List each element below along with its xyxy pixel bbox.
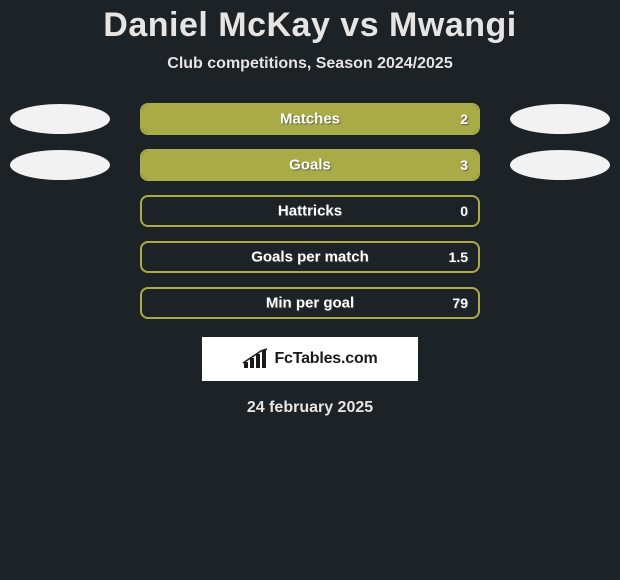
right-spacer bbox=[510, 196, 610, 226]
stat-bar: Matches 2 bbox=[140, 103, 480, 135]
stat-bar-label: Min per goal bbox=[266, 295, 354, 312]
bar-chart-icon bbox=[242, 348, 268, 370]
stat-row: Goals per match 1.5 bbox=[0, 241, 620, 273]
stat-bar: Goals 3 bbox=[140, 149, 480, 181]
stat-bar-value: 2 bbox=[460, 111, 468, 127]
comparison-infographic: Daniel McKay vs Mwangi Club competitions… bbox=[0, 0, 620, 417]
stat-rows: Matches 2 Goals 3 Hattricks 0 Goals per match 1… bbox=[0, 103, 620, 319]
brand-text: FcTables.com bbox=[274, 350, 377, 368]
stat-bar: Hattricks 0 bbox=[140, 195, 480, 227]
stat-bar: Goals per match 1.5 bbox=[140, 241, 480, 273]
stat-row: Hattricks 0 bbox=[0, 195, 620, 227]
stat-bar-label: Matches bbox=[280, 111, 340, 128]
right-spacer bbox=[510, 242, 610, 272]
stat-bar-value: 1.5 bbox=[449, 249, 468, 265]
left-spacer bbox=[10, 242, 110, 272]
page-title: Daniel McKay vs Mwangi bbox=[0, 6, 620, 45]
subtitle: Club competitions, Season 2024/2025 bbox=[0, 55, 620, 73]
left-ellipse bbox=[10, 104, 110, 134]
right-spacer bbox=[510, 288, 610, 318]
stat-bar-label: Goals per match bbox=[251, 249, 369, 266]
stat-row: Goals 3 bbox=[0, 149, 620, 181]
brand-badge: FcTables.com bbox=[202, 337, 418, 381]
left-spacer bbox=[10, 196, 110, 226]
stat-row: Matches 2 bbox=[0, 103, 620, 135]
stat-bar-value: 3 bbox=[460, 157, 468, 173]
stat-bar-value: 0 bbox=[460, 203, 468, 219]
stat-bar-label: Hattricks bbox=[278, 203, 342, 220]
stat-row: Min per goal 79 bbox=[0, 287, 620, 319]
left-spacer bbox=[10, 288, 110, 318]
stat-bar: Min per goal 79 bbox=[140, 287, 480, 319]
stat-bar-value: 79 bbox=[452, 295, 468, 311]
left-ellipse bbox=[10, 150, 110, 180]
right-ellipse bbox=[510, 104, 610, 134]
stat-bar-label: Goals bbox=[289, 157, 331, 174]
date-label: 24 february 2025 bbox=[0, 399, 620, 417]
right-ellipse bbox=[510, 150, 610, 180]
